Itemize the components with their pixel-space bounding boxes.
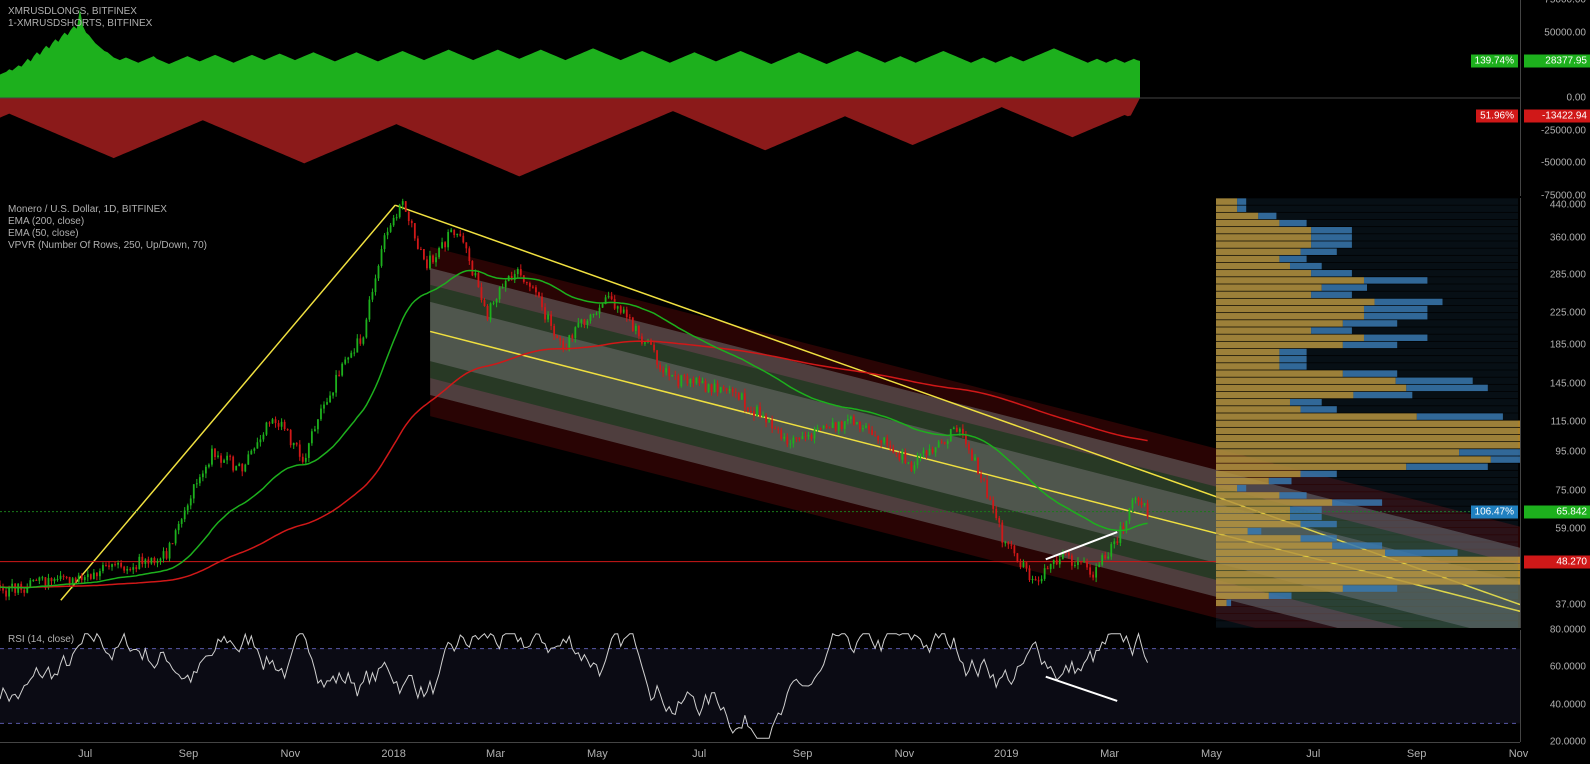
x-tick: May [1201, 748, 1222, 760]
rsi-panel[interactable]: RSI (14, close) 80.000060.000040.000020.… [0, 630, 1590, 742]
longs-shorts-svg [0, 0, 1520, 196]
y-tick: 360.000 [1550, 232, 1586, 243]
y-tick: 20.0000 [1550, 737, 1586, 748]
y-tick: 115.000 [1551, 416, 1586, 427]
panel2-label2: EMA (200, close) [8, 216, 84, 227]
shorts_badge-pct: 51.96% [1476, 109, 1518, 122]
y-tick: 50000.00 [1544, 27, 1586, 38]
longs_badge-pct: 139.74% [1471, 54, 1518, 67]
price-panel[interactable]: Monero / U.S. Dollar, 1D, BITFINEX EMA (… [0, 198, 1590, 628]
x-tick: Jul [78, 748, 92, 760]
y-tick: 145.000 [1550, 379, 1586, 390]
panel1-yaxis: 75000.0050000.000.00-25000.00-50000.00-7… [1520, 0, 1590, 196]
x-tick: May [587, 748, 608, 760]
x-tick: Nov [281, 748, 301, 760]
time-axis: Jul Sep Nov 2018 Mar May Jul Sep Nov 2019 Mar May Ju… [0, 742, 1520, 764]
hline-badge: 48.270 [1524, 555, 1590, 568]
panel2-label1: Monero / U.S. Dollar, 1D, BITFINEX [8, 204, 167, 215]
price-svg [0, 198, 1520, 628]
rsi-svg [0, 630, 1520, 742]
y-tick: 225.000 [1550, 308, 1586, 319]
x-tick: Jul [692, 748, 706, 760]
shorts_badge: -13422.94 [1524, 109, 1590, 122]
panel3-label: RSI (14, close) [8, 634, 74, 645]
y-tick: 40.0000 [1550, 699, 1586, 710]
longs-shorts-panel[interactable]: XMRUSDLONGS, BITFINEX 1-XMRUSDSHORTS, BI… [0, 0, 1590, 196]
y-tick: 95.000 [1555, 447, 1586, 458]
panel2-label3: EMA (50, close) [8, 228, 79, 239]
current-price-badge: 65.842 [1524, 505, 1590, 518]
x-tick: Sep [1407, 748, 1427, 760]
x-tick: Sep [793, 748, 813, 760]
x-tick: Nov [895, 748, 915, 760]
y-tick: 60.0000 [1550, 662, 1586, 673]
y-tick: 0.00 [1567, 93, 1586, 104]
x-tick: Mar [1100, 748, 1119, 760]
x-tick: Sep [179, 748, 199, 760]
x-tick: Jul [1306, 748, 1320, 760]
panel1-label1: XMRUSDLONGS, BITFINEX [8, 6, 137, 17]
x-tick: 2019 [994, 748, 1018, 760]
y-tick: -50000.00 [1541, 158, 1586, 169]
y-tick: 185.000 [1550, 339, 1586, 350]
y-tick: 37.000 [1555, 599, 1586, 610]
x-tick: 2018 [381, 748, 405, 760]
y-tick: 440.000 [1550, 200, 1586, 211]
x-tick: Mar [486, 748, 505, 760]
y-tick: 80.0000 [1550, 625, 1586, 636]
y-tick: -25000.00 [1541, 125, 1586, 136]
panel1-label2: 1-XMRUSDSHORTS, BITFINEX [8, 18, 152, 29]
panel2-label4: VPVR (Number Of Rows, 250, Up/Down, 70) [8, 240, 207, 251]
pct-badge: 106.47% [1471, 505, 1518, 518]
y-tick: 75000.00 [1544, 0, 1586, 6]
y-tick: 285.000 [1550, 270, 1586, 281]
panel3-yaxis: 80.000060.000040.000020.0000 [1520, 630, 1590, 742]
y-tick: 75.000 [1555, 485, 1586, 496]
longs_badge: 28377.95 [1524, 54, 1590, 67]
x-tick: Nov [1509, 748, 1529, 760]
panel2-yaxis: 440.000 360.000 285.000 225.000 185.000 145.0… [1520, 198, 1590, 628]
y-tick: 59.000 [1555, 524, 1586, 535]
